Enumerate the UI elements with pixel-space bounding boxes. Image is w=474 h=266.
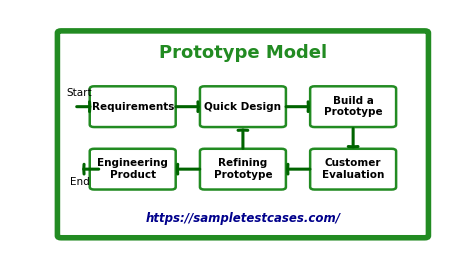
FancyBboxPatch shape [90,86,176,127]
Text: Build a
Prototype: Build a Prototype [324,96,383,118]
Text: Quick Design: Quick Design [204,102,282,112]
Text: Refining
Prototype: Refining Prototype [214,158,272,180]
FancyBboxPatch shape [310,149,396,190]
Text: Customer
Evaluation: Customer Evaluation [322,158,384,180]
Text: End: End [70,177,89,188]
FancyBboxPatch shape [310,86,396,127]
FancyBboxPatch shape [57,31,428,238]
FancyBboxPatch shape [200,86,286,127]
Text: Requirements: Requirements [91,102,174,112]
Text: https://sampletestcases.com/: https://sampletestcases.com/ [146,212,340,225]
Text: Prototype Model: Prototype Model [159,44,327,63]
Text: Engineering
Product: Engineering Product [97,158,168,180]
FancyBboxPatch shape [200,149,286,190]
FancyBboxPatch shape [90,149,176,190]
Text: Start: Start [67,88,92,98]
